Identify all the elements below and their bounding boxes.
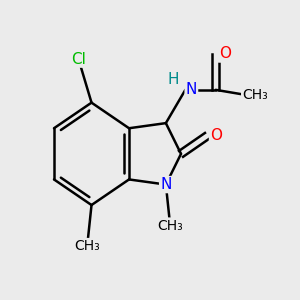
Text: N: N [186,82,197,97]
Text: CH₃: CH₃ [242,88,268,102]
Text: Cl: Cl [71,52,86,67]
Text: CH₃: CH₃ [157,218,183,233]
Text: O: O [219,46,231,62]
Text: CH₃: CH₃ [74,239,100,253]
Text: O: O [210,128,222,143]
Text: H: H [168,72,179,87]
Text: N: N [160,177,172,192]
